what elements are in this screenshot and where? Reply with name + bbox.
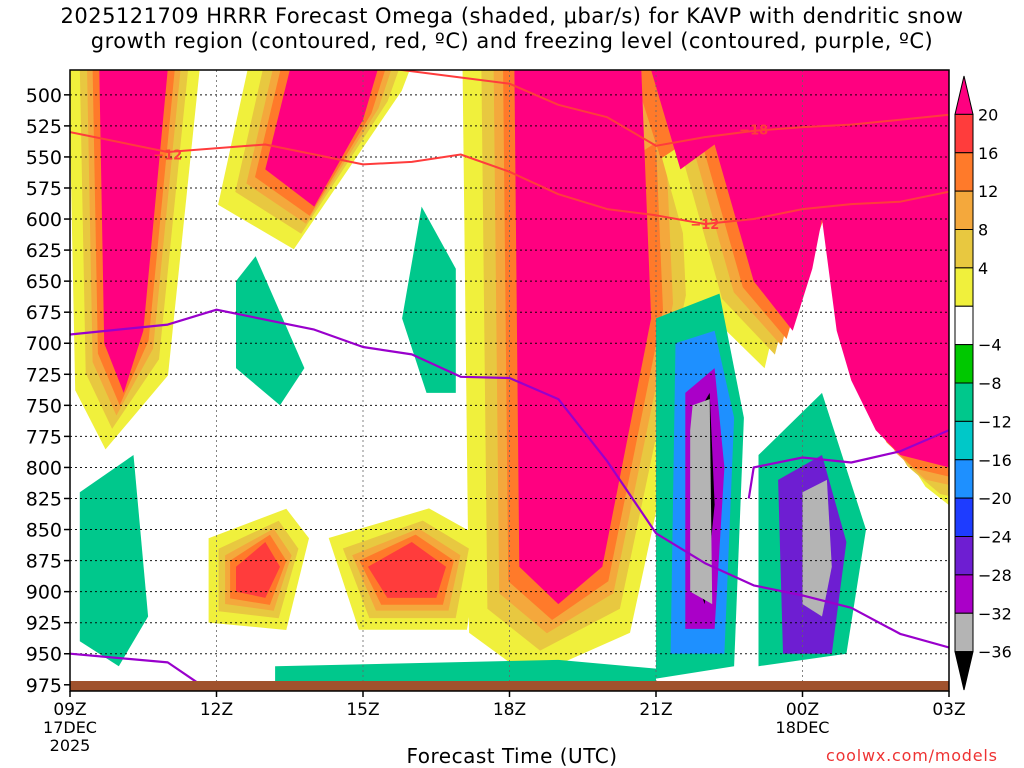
x-tick-label-3: 18Z xyxy=(493,700,526,720)
freezing-level-contour xyxy=(70,308,949,649)
colorbar-label-12: −32 xyxy=(978,604,1012,623)
contour-label-1: −18 xyxy=(739,124,768,139)
colorbar-bin-2 xyxy=(954,152,974,192)
colorbar-label-9: −20 xyxy=(978,489,1012,508)
y-tick-label-16: 900 xyxy=(26,582,62,604)
y-tick-label-12: 800 xyxy=(26,457,62,479)
x-tick-date-0: 17DEC xyxy=(43,718,97,737)
y-tick-label-7: 675 xyxy=(26,302,62,324)
y-tick-label-19: 975 xyxy=(26,675,62,697)
y-tick-label-15: 875 xyxy=(26,551,62,573)
colorbar-bottom-arrow xyxy=(954,651,974,691)
omega-region-15 xyxy=(802,479,832,617)
colorbar-label-6: −8 xyxy=(978,374,1002,393)
credit-text: coolwx.com/models xyxy=(826,746,998,765)
y-tick-label-1: 525 xyxy=(26,116,62,138)
y-tick-label-17: 925 xyxy=(26,613,62,635)
x-tick-label-6: 03Z xyxy=(932,700,965,720)
omega-region-17 xyxy=(690,399,713,605)
colorbar-bin-11 xyxy=(954,497,974,537)
plot-area xyxy=(69,69,950,692)
y-tick-label-10: 750 xyxy=(26,395,62,417)
colorbar-bin-1 xyxy=(954,113,974,154)
omega-region-3 xyxy=(651,70,949,468)
x-tick-label-5: 00Z xyxy=(786,700,819,720)
colorbar-bin-12 xyxy=(954,536,974,576)
colorbar-label-2: 12 xyxy=(978,182,998,201)
colorbar-label-11: −28 xyxy=(978,566,1012,585)
freezing-level-contour-upper xyxy=(747,429,949,499)
colorbar-label-5: −4 xyxy=(978,336,1002,355)
y-tick-label-2: 550 xyxy=(26,147,62,169)
x-tick-label-1: 12Z xyxy=(200,700,233,720)
ground-strip xyxy=(70,681,949,691)
contour-label-0: −12 xyxy=(153,148,182,163)
x-tick-label-0: 09Z xyxy=(53,700,86,720)
y-tick-label-14: 850 xyxy=(26,520,62,542)
x-tick-label-4: 21Z xyxy=(639,700,672,720)
y-tick-label-0: 500 xyxy=(26,85,62,107)
x-axis-label: Forecast Time (UTC) xyxy=(406,744,618,768)
colorbar-bin-10 xyxy=(954,459,974,499)
omega-region-6 xyxy=(236,256,305,406)
omega-region-2 xyxy=(514,70,652,605)
y-tick-label-6: 650 xyxy=(26,271,62,293)
chart-title-line-1: 2025121709 HRRR Forecast Omega (shaded, … xyxy=(60,4,964,28)
colorbar-label-8: −16 xyxy=(978,451,1012,470)
colorbar-label-3: 8 xyxy=(978,221,988,240)
chart-title-line-2: growth region (contoured, red, ºC) and f… xyxy=(90,29,934,53)
y-tick-label-18: 950 xyxy=(26,644,62,666)
y-tick-label-11: 775 xyxy=(26,426,62,448)
colorbar-label-1: 16 xyxy=(978,144,998,163)
colorbar-label-10: −24 xyxy=(978,528,1012,547)
colorbar-bin-14 xyxy=(954,612,974,653)
y-tick-label-5: 625 xyxy=(26,240,62,262)
colorbar-label-13: −36 xyxy=(978,643,1012,662)
y-tick-label-9: 725 xyxy=(26,364,62,386)
colorbar-bin-4 xyxy=(954,229,974,269)
y-tick-label-4: 600 xyxy=(26,209,62,231)
colorbar-bin-5 xyxy=(954,267,974,307)
omega-region-4 xyxy=(236,542,280,598)
colorbar-bin-13 xyxy=(954,574,974,614)
dgz-contour-minus12 xyxy=(70,131,949,225)
colorbar-bin-7 xyxy=(954,344,974,384)
omega-region-5 xyxy=(367,542,446,598)
colorbar: 20 16 12 8 4 −4 −8 −12 −16 −20 −24 −28 −32 −36 xyxy=(954,75,1012,691)
colorbar-label-7: −12 xyxy=(978,412,1012,431)
colorbar-bin-9 xyxy=(954,420,974,461)
colorbar-label-4: 4 xyxy=(978,259,988,278)
omega-region-11 xyxy=(275,659,656,685)
x-tick-label-2: 15Z xyxy=(346,700,379,720)
contour-label-2: −12 xyxy=(690,218,719,233)
colorbar-bin-6 xyxy=(954,305,974,346)
colorbar-label-0: 20 xyxy=(978,105,998,124)
chart-title: 2025121709 HRRR Forecast Omega (shaded, … xyxy=(0,4,1024,54)
colorbar-bin-3 xyxy=(954,190,974,230)
y-tick-label-8: 700 xyxy=(26,333,62,355)
colorbar-top-arrow xyxy=(954,75,974,115)
y-axis: 500 525 550 575 600 625 650 675 700 725 750 775 800 8… xyxy=(26,85,70,697)
colorbar-bin-8 xyxy=(954,382,974,422)
y-tick-label-3: 575 xyxy=(26,178,62,200)
omega-region-1 xyxy=(265,70,378,207)
dgz-contour-minus18 xyxy=(394,70,949,147)
omega-region-8 xyxy=(79,455,149,667)
x-tick-year-0: 2025 xyxy=(50,736,91,755)
omega-region-7 xyxy=(402,206,456,393)
x-tick-date-5: 18DEC xyxy=(776,718,830,737)
y-tick-label-13: 825 xyxy=(26,488,62,510)
